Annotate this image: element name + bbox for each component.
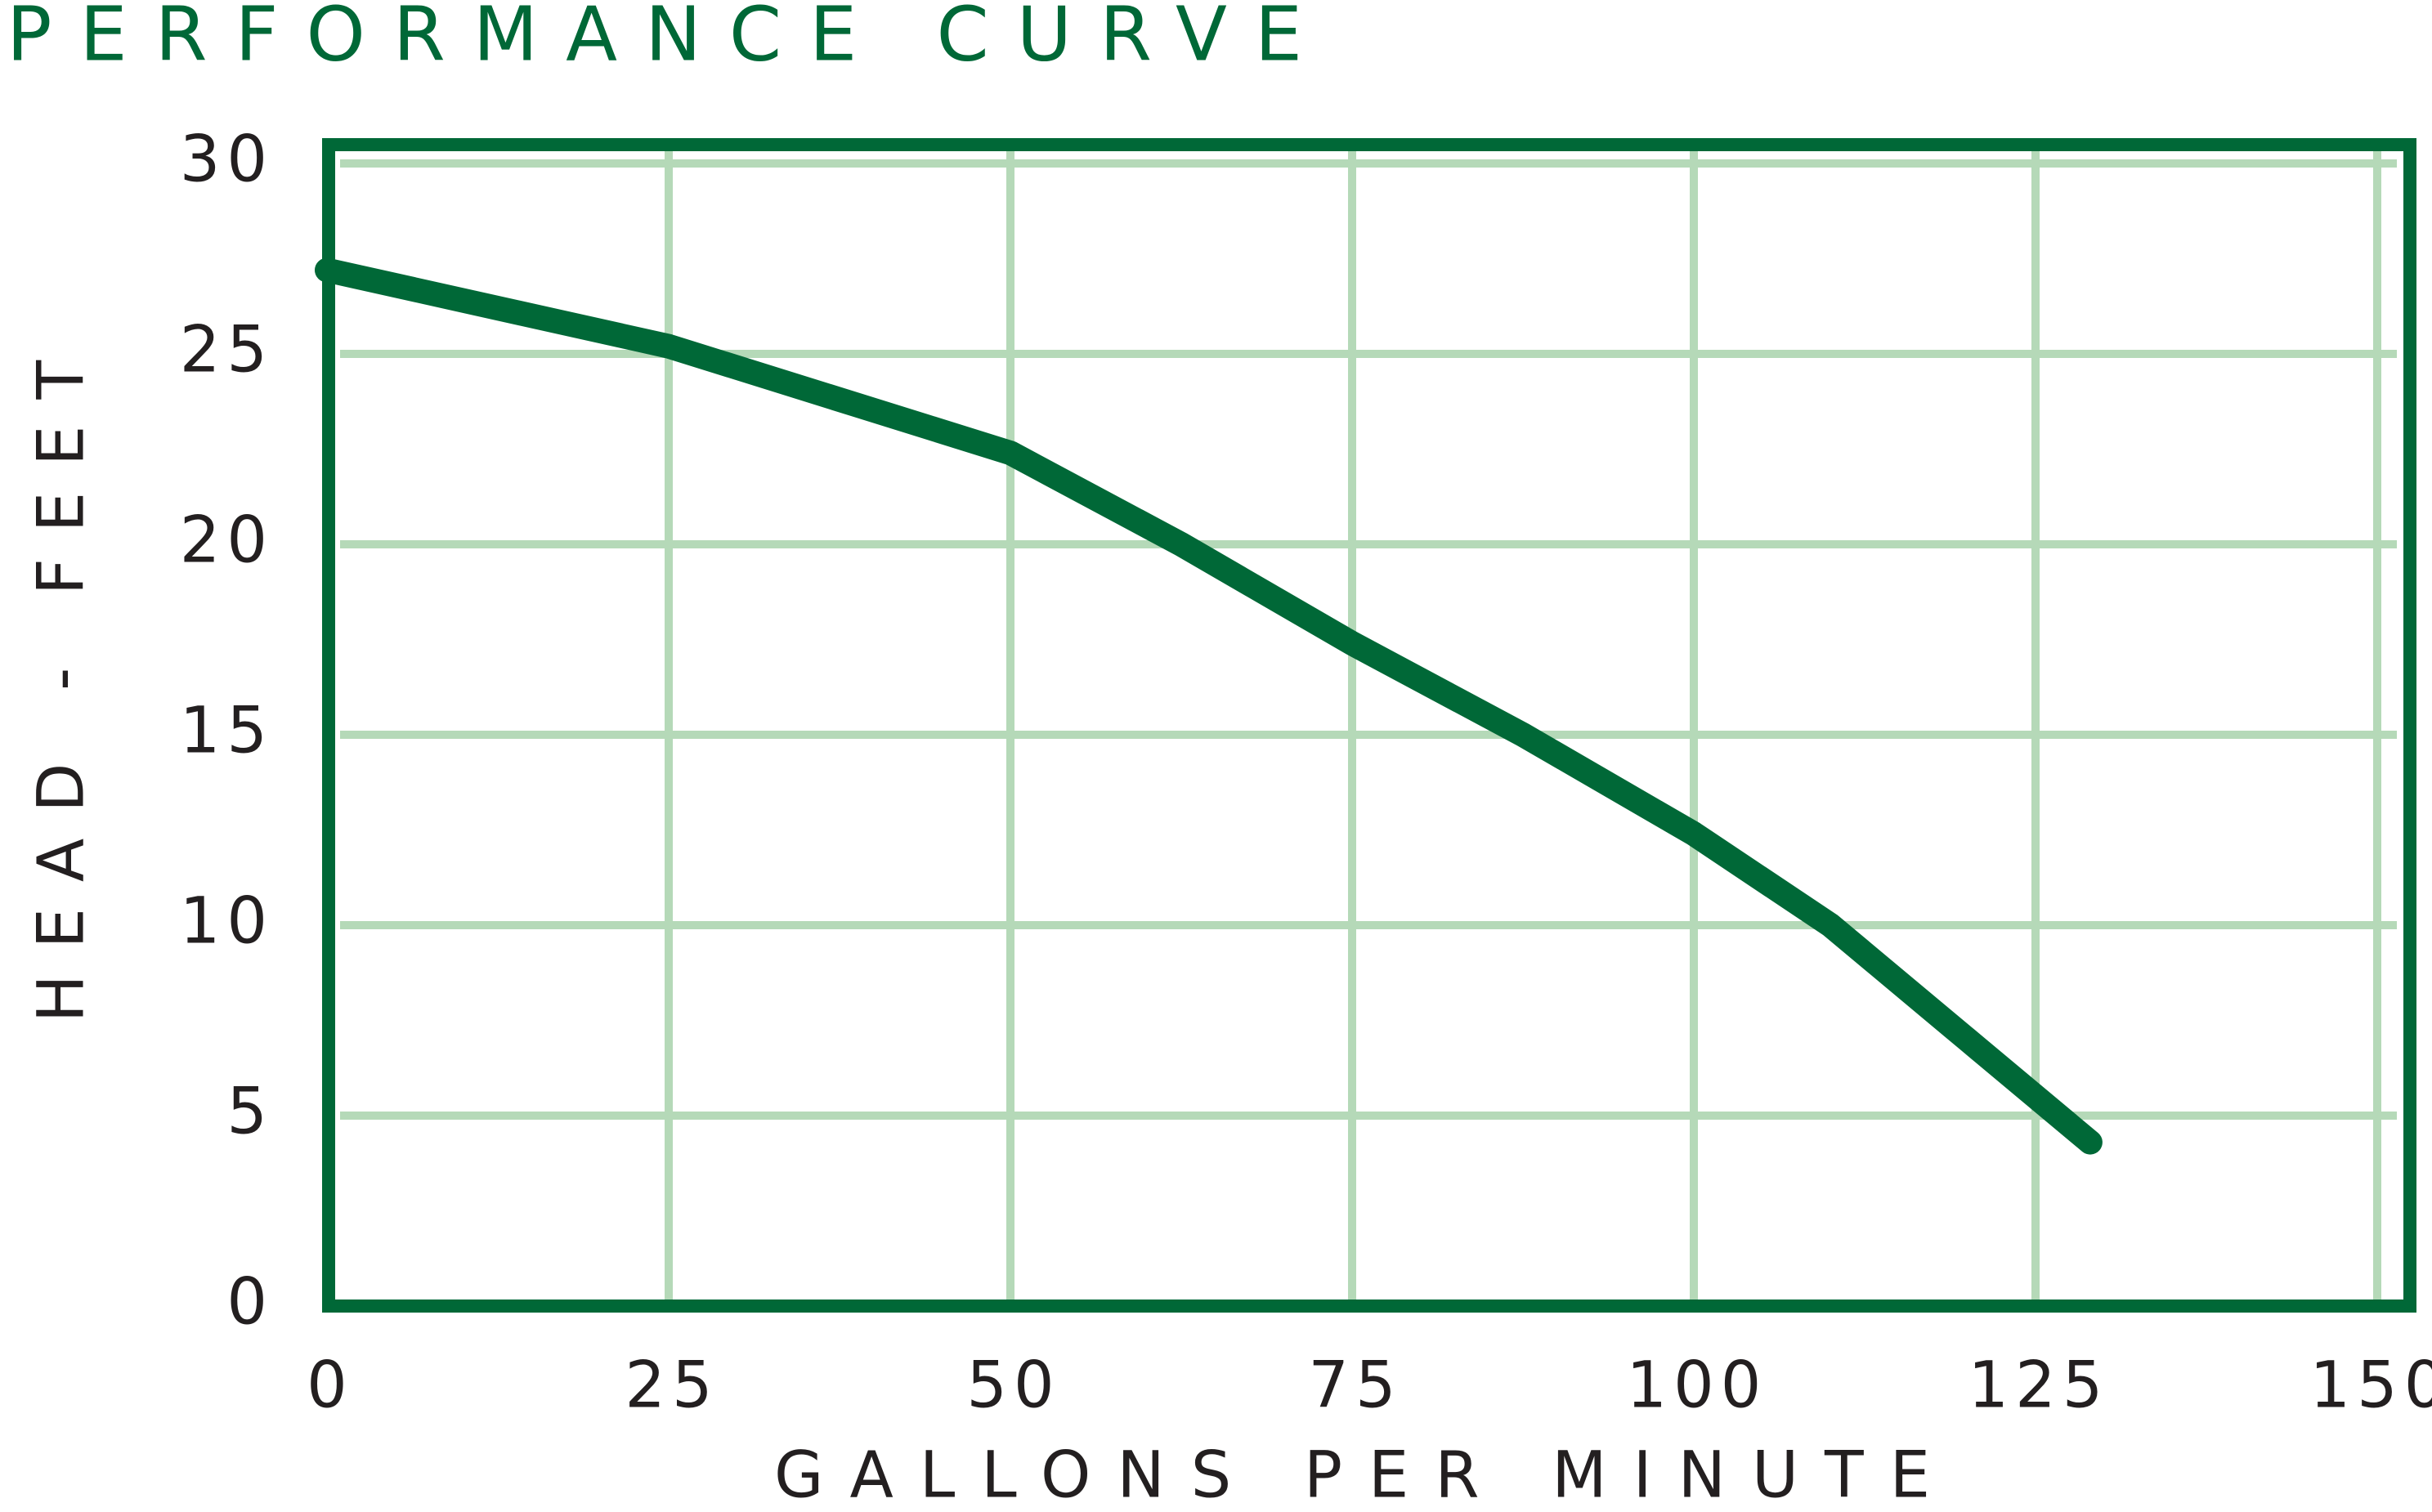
x-axis-label: GALLONS PER MINUTE (774, 1438, 1956, 1512)
y-tick-label: 30 (180, 123, 274, 196)
x-tick-label: 0 (307, 1349, 354, 1422)
y-tick-label: 0 (226, 1265, 274, 1339)
data-line (315, 257, 2103, 1155)
x-tick-label: 50 (966, 1349, 1060, 1422)
y-axis-label: HEAD - FEET (25, 334, 98, 1022)
y-tick-label: 10 (180, 884, 274, 958)
plot-border (322, 138, 2416, 1313)
chart-title: PERFORMANCE CURVE (7, 0, 1330, 78)
x-tick-label: 100 (1627, 1349, 1768, 1422)
y-tick-label: 20 (180, 503, 274, 577)
x-tick-label: 25 (625, 1349, 719, 1422)
x-tick-label: 75 (1308, 1349, 1402, 1422)
x-tick-label: 150 (2310, 1349, 2432, 1422)
y-tick-label: 5 (226, 1075, 274, 1148)
x-tick-label: 125 (1968, 1349, 2110, 1422)
y-tick-label: 15 (180, 694, 274, 767)
y-tick-label: 25 (180, 313, 274, 387)
